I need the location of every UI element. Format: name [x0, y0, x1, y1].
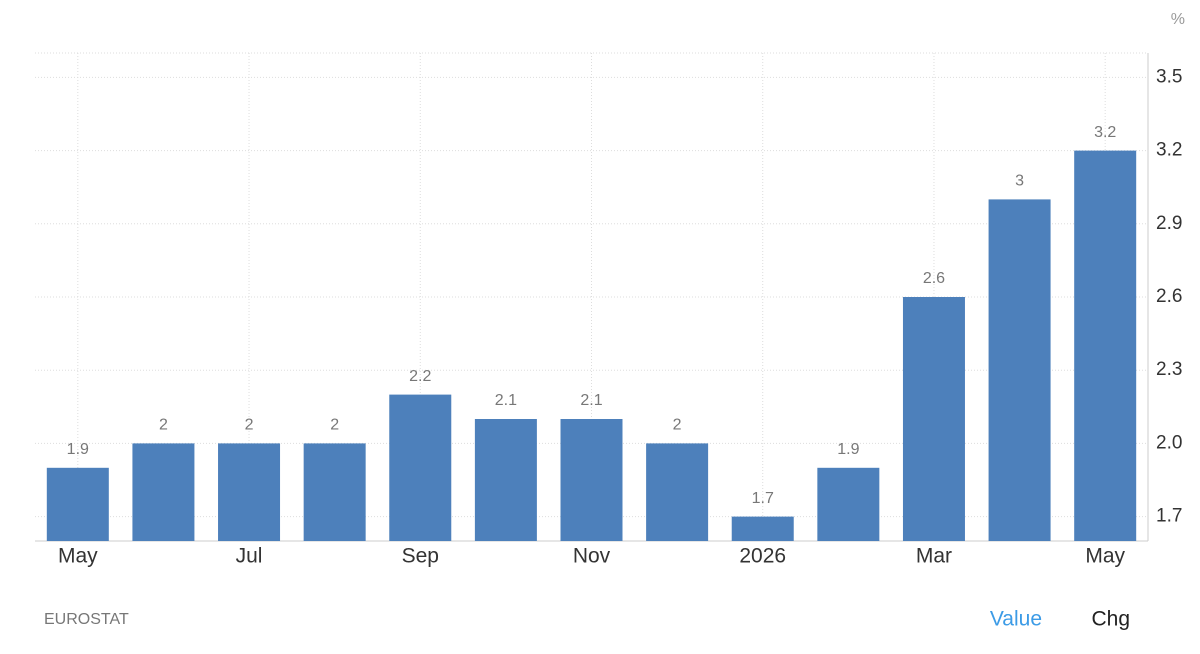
bar	[389, 394, 452, 541]
bar	[218, 443, 281, 541]
value-label: 2.6	[923, 270, 945, 287]
unit-label: %	[1171, 11, 1185, 28]
value-label: 2.1	[580, 392, 602, 409]
bar	[132, 443, 195, 541]
chg-button[interactable]: Chg	[1091, 608, 1130, 631]
x-tick-label: Jul	[236, 545, 263, 568]
bar	[303, 443, 366, 541]
value-label: 2.2	[409, 368, 431, 385]
x-tick-label: May	[58, 545, 98, 568]
y-tick-label: 2.0	[1156, 432, 1182, 453]
bar	[46, 467, 109, 541]
value-label: 3.2	[1094, 124, 1116, 141]
x-tick-label: Sep	[402, 545, 439, 568]
x-tick-label: Nov	[573, 545, 611, 568]
bar	[474, 419, 537, 541]
bar	[1074, 150, 1137, 541]
y-tick-label: 2.6	[1156, 286, 1182, 307]
x-tick-label: Mar	[916, 545, 952, 568]
value-label: 2.1	[495, 392, 517, 409]
y-tick-label: 3.5	[1156, 66, 1182, 87]
y-tick-label: 2.9	[1156, 213, 1182, 234]
y-tick-label: 3.2	[1156, 140, 1182, 161]
value-button[interactable]: Value	[990, 608, 1042, 631]
value-label: 2	[673, 417, 682, 434]
bar	[988, 199, 1051, 541]
value-label: 2	[330, 417, 339, 434]
value-label: 1.7	[752, 490, 774, 507]
y-tick-label: 2.3	[1156, 359, 1182, 380]
value-label: 3	[1015, 173, 1024, 190]
bar	[560, 419, 623, 541]
bar	[902, 297, 965, 541]
value-label: 1.9	[837, 441, 859, 458]
bar	[817, 467, 880, 541]
y-tick-label: 1.7	[1156, 506, 1182, 527]
value-label: 2	[245, 417, 254, 434]
source-label: EUROSTAT	[44, 611, 129, 628]
x-tick-label: 2026	[739, 545, 786, 568]
value-label: 1.9	[67, 441, 89, 458]
value-label: 2	[159, 417, 168, 434]
bar	[646, 443, 709, 541]
x-tick-label: May	[1085, 545, 1125, 568]
bar	[731, 516, 794, 541]
